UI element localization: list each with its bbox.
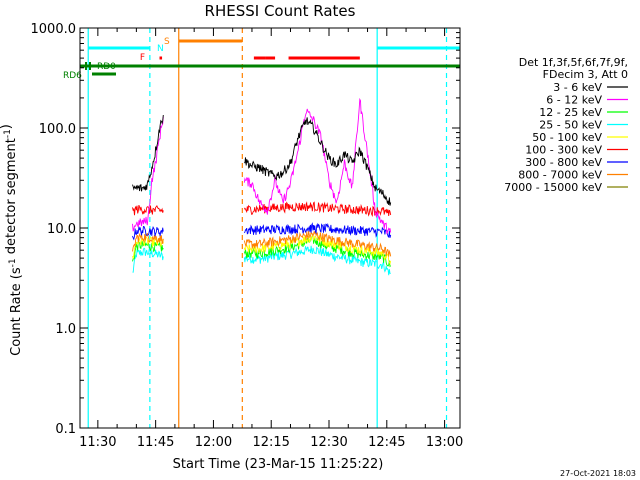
- legend: Det 1f,3f,5f,6f,7f,9f,FDecim 3, Att 03 -…: [504, 56, 628, 194]
- status-flags: RD0 RD6 F NS: [63, 37, 460, 81]
- x-tick-label: 12:45: [368, 435, 405, 450]
- plot-area: [87, 28, 448, 428]
- legend-entry-label: 100 - 300 keV: [525, 144, 602, 157]
- series-3-segment-0: [132, 232, 164, 252]
- x-tick-label: 11:45: [137, 435, 174, 450]
- series-5-segment-0: [132, 204, 164, 216]
- y-tick-label: 10.0: [47, 222, 76, 237]
- series-4-segment-1: [243, 222, 392, 238]
- series-4-segment-0: [132, 225, 164, 241]
- legend-entry-label: 800 - 7000 keV: [518, 169, 602, 182]
- chart-title: RHESSI Count Rates: [205, 2, 356, 20]
- legend-entry-label: 300 - 800 keV: [525, 156, 602, 169]
- x-tick-label: 12:30: [310, 435, 347, 450]
- series-2-segment-0: [132, 235, 164, 260]
- series-1-segment-1: [243, 235, 392, 268]
- legend-entry-label: 25 - 50 keV: [539, 119, 602, 132]
- y-tick-label: 0.1: [55, 422, 76, 437]
- y-tick-label: 100.0: [39, 122, 76, 137]
- legend-entry-label: 6 - 12 keV: [546, 94, 602, 107]
- series-7-segment-1: [244, 117, 392, 206]
- axes: 0.1 1.0 10.0 100.0 1000.0 11:30 11:45 12:00 12:1…: [31, 22, 464, 450]
- legend-header-line: Det 1f,3f,5f,6f,7f,9f,: [519, 56, 628, 69]
- legend-entry-label: 7000 - 15000 keV: [504, 181, 602, 194]
- legend-header-line: FDecim 3, Att 0: [543, 68, 628, 81]
- y-tick-label: 1000.0: [31, 22, 77, 37]
- series-6-segment-0: [132, 116, 164, 232]
- legend-entry-label: 50 - 100 keV: [532, 131, 602, 144]
- x-tick-label: 11:30: [79, 435, 116, 450]
- x-axis-label: Start Time (23-Mar-15 11:25:22): [173, 457, 384, 472]
- series-6-segment-1: [243, 97, 392, 235]
- series-3-segment-1: [243, 230, 392, 257]
- legend-entry-label: 3 - 6 keV: [553, 81, 602, 94]
- series-2-segment-1: [243, 234, 392, 266]
- footer-date: 27-Oct-2021 18:03: [560, 469, 636, 478]
- y-axis-label: Count Rate (s-1 detector segment-1): [0, 124, 24, 356]
- series-0-segment-0: [132, 247, 164, 273]
- y-tick-label: 1.0: [55, 322, 76, 337]
- flag-label-rd6: RD6: [63, 71, 82, 81]
- x-tick-label: 13:00: [426, 435, 463, 450]
- flag-label-n: N: [157, 44, 164, 54]
- x-tick-label: 12:15: [252, 435, 289, 450]
- flag-label-rd0: RD0: [97, 62, 116, 72]
- x-tick-label: 12:00: [195, 435, 232, 450]
- series-7-segment-0: [132, 114, 164, 192]
- legend-entry-label: 12 - 25 keV: [539, 106, 602, 119]
- flag-label-f: F: [140, 53, 145, 63]
- flag-label-s: S: [164, 37, 170, 47]
